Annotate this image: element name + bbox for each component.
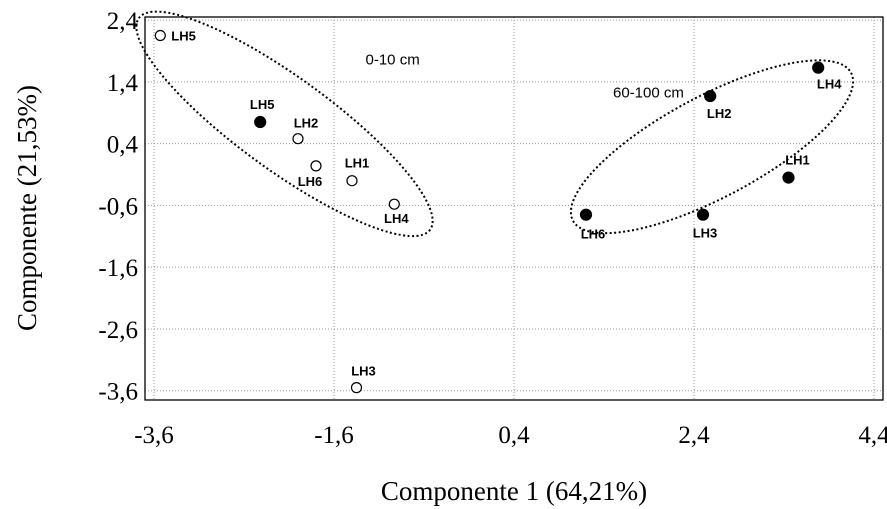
y-tick-label: -3,6 [98, 379, 138, 406]
open-data-point [292, 133, 304, 145]
x-tick-label: 4,4 [858, 422, 887, 449]
group-ellipse [569, 59, 855, 235]
data-points: LH5 LH2 LH6 LH1 LH4 LH3 LH5 LH6 LH3 LH2 LH1 LH4 [154, 29, 842, 394]
point-label: LH4 [817, 77, 842, 92]
x-tick-label: -1,6 [314, 422, 354, 449]
y-tick-label: -0,6 [98, 193, 138, 220]
plot-frame [144, 16, 884, 401]
open-data-point [346, 175, 358, 187]
tick-labels: -3,6 -1,6 0,4 2,4 4,4 2,4 1,4 0,4 -0,6 -1,6 -2,6 -3… [98, 8, 887, 449]
y-tick-label: 0,4 [107, 132, 139, 159]
group-label: 60-100 cm [613, 84, 684, 101]
grid-layer [145, 17, 883, 400]
point-label: LH2 [707, 106, 732, 121]
point-label: LH5 [250, 97, 275, 112]
x-tick-label: 2,4 [678, 422, 710, 449]
open-data-point [310, 160, 322, 172]
point-label: LH6 [298, 174, 323, 189]
point-label: LH3 [693, 226, 718, 241]
group-ellipses [135, 10, 855, 238]
point-label: LH4 [384, 211, 409, 226]
open-data-point [388, 198, 400, 210]
filled-data-point [704, 89, 717, 103]
filled-data-point [579, 208, 593, 221]
point-label: LH1 [785, 153, 810, 168]
y-axis-title: Componente (21,53%) [12, 85, 42, 331]
x-tick-label: -3,6 [134, 422, 174, 449]
y-tick-label: -1,6 [98, 255, 138, 282]
filled-data-point [696, 208, 710, 221]
x-tick-label: 0,4 [498, 422, 530, 449]
group-ellipse [135, 10, 434, 238]
point-label: LH1 [345, 156, 370, 171]
y-tick-label: 1,4 [107, 70, 139, 97]
filled-data-point [812, 61, 825, 74]
x-axis-title: Componente 1 (64,21%) [381, 476, 647, 506]
group-label: 0-10 cm [366, 52, 420, 69]
point-label: LH3 [351, 364, 376, 379]
annotations: 0-10 cm 60-100 cm [366, 52, 684, 102]
point-label: LH5 [171, 29, 196, 44]
open-data-point [350, 382, 363, 394]
y-tick-label: -2,6 [98, 317, 138, 344]
y-tick-label: 2,4 [107, 8, 139, 35]
filled-data-point [254, 115, 267, 129]
open-data-point [154, 29, 166, 42]
point-label: LH6 [581, 227, 606, 242]
filled-data-point [782, 171, 795, 184]
point-label: LH2 [294, 116, 319, 131]
